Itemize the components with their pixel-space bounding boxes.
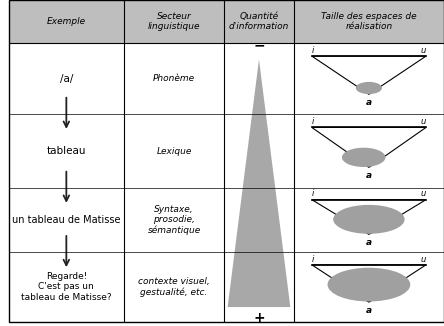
Ellipse shape — [356, 82, 382, 94]
Text: Secteur
linguistique: Secteur linguistique — [148, 12, 200, 31]
Text: un tableau de Matisse: un tableau de Matisse — [12, 215, 121, 225]
Text: Syntaxe,
prosodie,
sémantique: Syntaxe, prosodie, sémantique — [147, 205, 201, 235]
Polygon shape — [312, 56, 426, 94]
Text: i: i — [312, 46, 314, 55]
Text: Exemple: Exemple — [47, 17, 86, 26]
Text: a: a — [366, 171, 372, 180]
Polygon shape — [312, 127, 426, 167]
Text: i: i — [312, 255, 314, 263]
Text: i: i — [312, 117, 314, 126]
Text: u: u — [421, 117, 426, 126]
Text: contexte visuel,
gestualité, etc.: contexte visuel, gestualité, etc. — [138, 277, 210, 297]
Text: Phonème: Phonème — [153, 74, 195, 83]
Text: Quantité
d'information: Quantité d'information — [229, 12, 289, 31]
Text: /a/: /a/ — [59, 74, 73, 84]
Text: Regarde!
C'est pas un
tableau de Matisse?: Regarde! C'est pas un tableau de Matisse… — [21, 272, 111, 302]
Text: Taille des espaces de
réalisation: Taille des espaces de réalisation — [321, 12, 417, 31]
Text: u: u — [421, 46, 426, 55]
Text: u: u — [421, 189, 426, 198]
Ellipse shape — [342, 148, 385, 167]
Text: a: a — [366, 306, 372, 315]
Text: Lexique: Lexique — [156, 147, 192, 156]
Polygon shape — [312, 265, 426, 302]
Polygon shape — [228, 59, 290, 307]
Text: tableau: tableau — [47, 146, 86, 156]
Text: a: a — [366, 238, 372, 247]
Polygon shape — [312, 200, 426, 234]
Text: −: − — [253, 38, 265, 52]
Text: i: i — [312, 189, 314, 198]
Text: a: a — [366, 98, 372, 107]
Text: u: u — [421, 255, 426, 263]
Bar — [8, 0, 444, 43]
Ellipse shape — [328, 268, 410, 302]
Text: +: + — [253, 311, 265, 325]
Ellipse shape — [333, 205, 404, 234]
